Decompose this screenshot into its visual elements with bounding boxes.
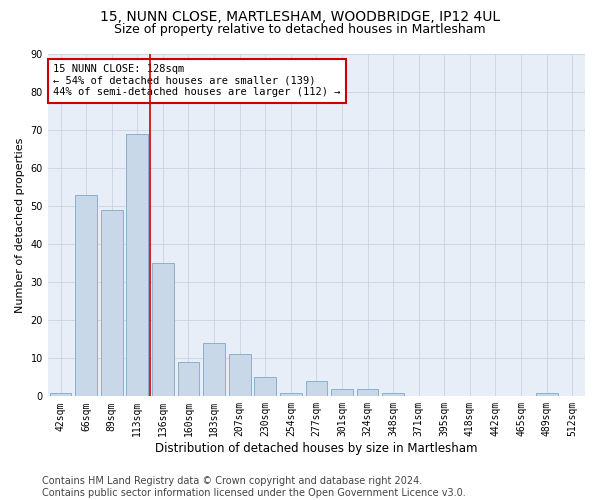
Text: Size of property relative to detached houses in Martlesham: Size of property relative to detached ho… [114,22,486,36]
Bar [382,392,404,396]
X-axis label: Distribution of detached houses by size in Martlesham: Distribution of detached houses by size … [155,442,478,455]
Bar [75,194,97,396]
Text: 15 NUNN CLOSE: 128sqm
← 54% of detached houses are smaller (139)
44% of semi-det: 15 NUNN CLOSE: 128sqm ← 54% of detached … [53,64,341,98]
Bar [356,388,379,396]
Bar [331,388,353,396]
Bar [203,343,225,396]
Bar [127,134,148,396]
Bar [152,263,174,396]
Bar [254,378,276,396]
Bar [101,210,122,396]
Bar [305,381,327,396]
Text: 15, NUNN CLOSE, MARTLESHAM, WOODBRIDGE, IP12 4UL: 15, NUNN CLOSE, MARTLESHAM, WOODBRIDGE, … [100,10,500,24]
Y-axis label: Number of detached properties: Number of detached properties [15,138,25,313]
Bar [229,354,251,397]
Bar [280,392,302,396]
Bar [536,392,557,396]
Bar [50,392,71,396]
Text: Contains HM Land Registry data © Crown copyright and database right 2024.
Contai: Contains HM Land Registry data © Crown c… [42,476,466,498]
Bar [178,362,199,396]
